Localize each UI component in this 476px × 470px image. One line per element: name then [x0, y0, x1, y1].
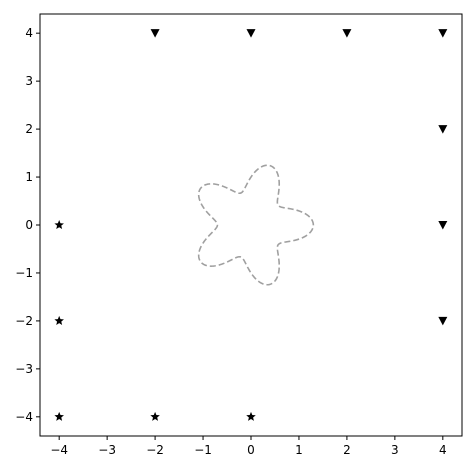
- flower-curve: [197, 164, 315, 286]
- y-tick-label: −2: [15, 314, 33, 328]
- x-tick-label: −3: [98, 443, 116, 457]
- star-marker: [150, 411, 160, 421]
- x-tick-label: 4: [439, 443, 447, 457]
- x-tick-label: 0: [247, 443, 255, 457]
- triangle-marker: [342, 29, 352, 38]
- y-tick-label: 0: [25, 218, 33, 232]
- triangle-marker: [438, 221, 448, 230]
- x-tick-label: −2: [146, 443, 164, 457]
- star-marker: [54, 411, 64, 421]
- ticks-layer: −4 −4 −3 −3 −2 −2 −1 −1 0 0 1 1 2 2 3 3 4 4: [15, 26, 446, 457]
- x-tick-label: 1: [295, 443, 303, 457]
- curve-layer: [197, 164, 315, 286]
- x-tick-label: 2: [343, 443, 351, 457]
- y-tick-label: 4: [25, 26, 33, 40]
- star-marker: [246, 411, 256, 421]
- star-marker: [54, 315, 64, 325]
- y-tick-label: −4: [15, 410, 33, 424]
- triangle-marker: [246, 29, 256, 38]
- y-tick-label: −1: [15, 266, 33, 280]
- triangle-marker: [150, 29, 160, 38]
- axes-frame: [39, 13, 463, 437]
- y-tick-label: 3: [25, 74, 33, 88]
- star-marker: [54, 220, 64, 230]
- x-tick-label: −1: [194, 443, 212, 457]
- points-layer: [54, 29, 448, 421]
- triangle-marker: [438, 316, 448, 326]
- y-tick-label: −3: [15, 362, 33, 376]
- triangle-marker: [438, 29, 448, 38]
- y-tick-label: 1: [25, 170, 33, 184]
- y-tick-label: 2: [25, 122, 33, 136]
- x-tick-label: −4: [50, 443, 68, 457]
- x-tick-label: 3: [391, 443, 399, 457]
- triangle-marker: [438, 125, 448, 134]
